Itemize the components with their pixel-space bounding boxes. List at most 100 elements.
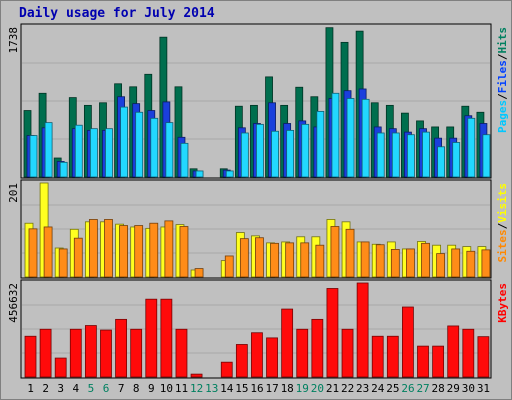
x-tick-label-day-7: 7 (118, 382, 125, 395)
legend-entry: Visits (496, 183, 509, 223)
bar-sites-day-6 (104, 219, 113, 278)
bar-kbytes-day-23 (356, 282, 369, 378)
bar-pages-day-2 (44, 122, 53, 178)
bar-sites-day-11 (179, 226, 189, 278)
x-tick-label-day-16: 16 (250, 382, 263, 395)
chart-title: Daily usage for July 2014 (19, 6, 215, 21)
bar-pages-day-19 (301, 123, 310, 178)
bar-sites-day-21 (330, 226, 340, 278)
bar-pages-day-16 (256, 123, 264, 178)
bar-pages-day-30 (467, 117, 476, 178)
bar-kbytes-day-6 (100, 329, 112, 378)
legend-entry: Files (496, 60, 509, 93)
x-tick-label-day-13: 13 (205, 382, 218, 395)
bar-sites-day-31 (481, 249, 491, 278)
legend-entry: / (496, 222, 509, 229)
bar-kbytes-day-8 (130, 328, 143, 378)
bar-sites-day-26 (406, 248, 415, 278)
bar-pages-day-26 (407, 134, 415, 178)
bar-sites-day-19 (300, 242, 310, 278)
y-max-label-kbytes: 456632 (7, 283, 20, 323)
bar-kbytes-day-14 (220, 361, 233, 378)
legend-hits-files-pages: Pages/Files/Hits (496, 27, 509, 133)
bar-kbytes-day-24 (371, 335, 384, 378)
bar-kbytes-day-22 (341, 328, 354, 378)
bar-pages-day-27 (422, 131, 430, 178)
bar-kbytes-day-18 (281, 308, 294, 378)
x-tick-label-day-8: 8 (133, 382, 140, 395)
bar-sites-day-25 (390, 249, 400, 278)
bar-sites-day-23 (360, 241, 370, 278)
bar-pages-day-15 (240, 132, 249, 178)
x-tick-label-day-1: 1 (27, 382, 34, 395)
bar-sites-day-29 (451, 248, 461, 278)
bar-sites-day-28 (436, 253, 446, 278)
x-tick-label-day-2: 2 (42, 382, 49, 395)
bar-sites-day-20 (315, 244, 325, 278)
x-tick-label-day-3: 3 (57, 382, 64, 395)
bar-pages-day-6 (105, 128, 113, 178)
bar-sites-day-15 (239, 238, 249, 278)
bar-kbytes-day-9 (145, 298, 158, 378)
bar-kbytes-day-3 (54, 357, 67, 378)
bar-kbytes-day-12 (190, 373, 203, 378)
bar-kbytes-day-25 (386, 335, 399, 378)
x-tick-label-day-27: 27 (416, 382, 429, 395)
legend-entry: Sites (496, 229, 509, 262)
x-tick-label-day-10: 10 (160, 382, 173, 395)
x-tick-label-day-29: 29 (447, 382, 460, 395)
bar-sites-day-27 (421, 242, 430, 278)
bar-sites-day-7 (119, 225, 128, 278)
bar-sites-day-5 (88, 219, 98, 278)
bar-sites-day-16 (255, 237, 264, 278)
bar-pages-day-29 (452, 142, 461, 178)
bar-kbytes-day-31 (477, 336, 490, 378)
bar-pages-day-17 (271, 130, 279, 178)
x-tick-label-day-23: 23 (356, 382, 369, 395)
legend-entry: KBytes (496, 283, 509, 323)
y-max-label-visits-sites: 201 (7, 183, 20, 203)
legend-visits-sites: Sites/Visits (496, 183, 509, 263)
bar-pages-day-1 (29, 135, 38, 178)
x-tick-label-day-11: 11 (175, 382, 188, 395)
bar-kbytes-day-20 (311, 318, 324, 378)
x-tick-label-day-6: 6 (103, 382, 110, 395)
y-max-label-hits-files-pages: 1738 (7, 27, 20, 54)
legend-entry: / (496, 53, 509, 60)
x-tick-label-day-28: 28 (432, 382, 445, 395)
x-tick-label-day-14: 14 (220, 382, 234, 395)
bar-pages-day-31 (482, 134, 491, 178)
bar-kbytes-day-15 (235, 344, 248, 378)
bar-kbytes-day-5 (84, 325, 97, 378)
bar-kbytes-day-29 (447, 325, 460, 378)
bar-sites-day-22 (345, 228, 355, 278)
x-tick-label-day-15: 15 (235, 382, 248, 395)
bar-sites-day-14 (224, 255, 234, 278)
x-tick-label-day-5: 5 (88, 382, 95, 395)
x-tick-label-day-17: 17 (265, 382, 278, 395)
bar-pages-day-18 (286, 129, 295, 178)
bar-pages-day-20 (316, 111, 325, 178)
bar-pages-day-12 (195, 170, 204, 178)
x-tick-label-day-22: 22 (341, 382, 354, 395)
x-tick-label-day-4: 4 (73, 382, 80, 395)
bar-sites-day-30 (466, 250, 476, 278)
bar-pages-day-21 (331, 92, 340, 178)
bar-kbytes-day-1 (24, 335, 37, 378)
bar-sites-day-4 (73, 237, 83, 278)
bar-kbytes-day-4 (69, 328, 82, 378)
bar-pages-day-4 (74, 124, 83, 178)
legend-kbytes: KBytes (496, 283, 509, 323)
bar-sites-day-17 (270, 242, 279, 278)
bar-pages-day-11 (180, 142, 189, 178)
bar-sites-day-8 (134, 225, 144, 278)
x-tick-label-day-30: 30 (462, 382, 475, 395)
bar-pages-day-5 (89, 128, 98, 178)
bar-sites-day-24 (375, 244, 385, 278)
bar-sites-day-10 (164, 220, 174, 278)
bar-sites-day-18 (285, 242, 295, 278)
legend-entry: Hits (496, 27, 509, 54)
bar-kbytes-day-7 (115, 318, 127, 378)
bar-pages-day-28 (437, 146, 446, 178)
